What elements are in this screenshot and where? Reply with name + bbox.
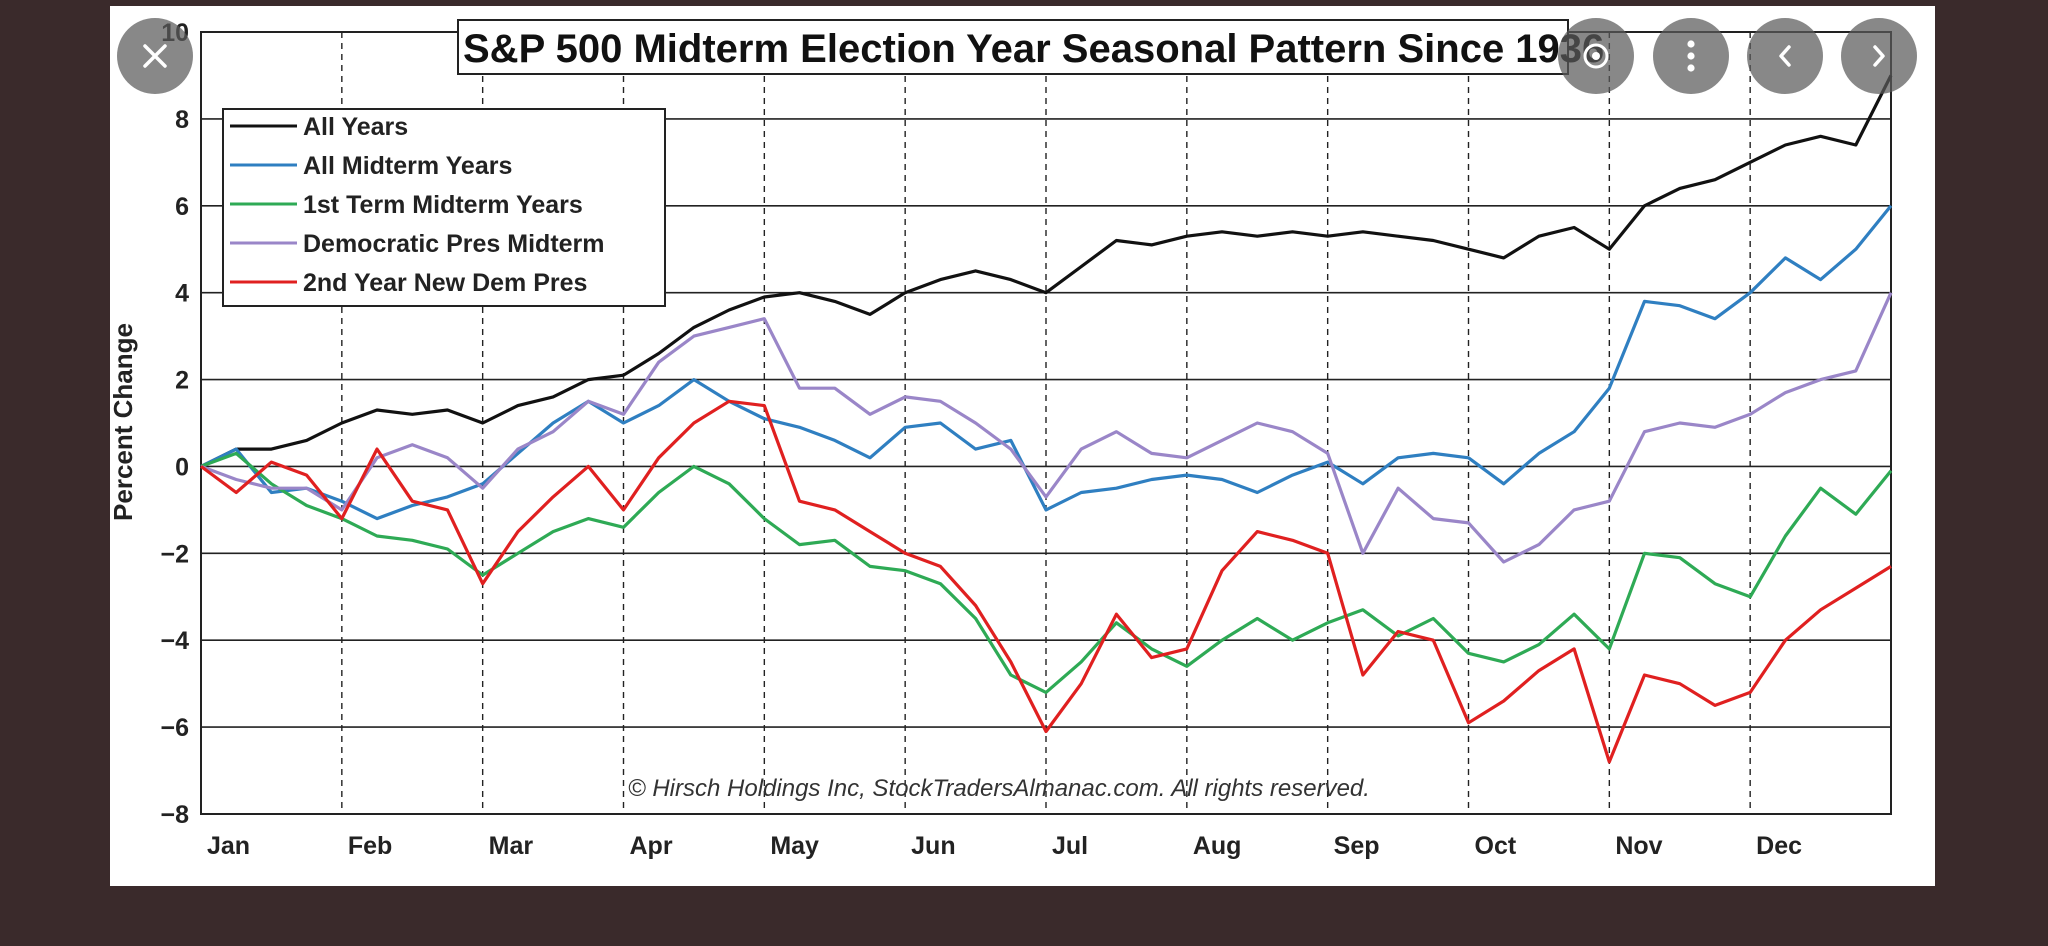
legend: All Years All Midterm Years 1st Term Midte… <box>222 108 666 307</box>
x-tick-label: Mar <box>489 832 534 860</box>
x-tick-label: Apr <box>630 832 673 860</box>
y-tick-label: −4 <box>160 627 189 655</box>
share-icon <box>1583 43 1609 69</box>
title-box <box>457 19 1569 75</box>
share-button[interactable] <box>1558 18 1634 94</box>
y-tick-label: 0 <box>175 453 189 481</box>
chevron-right-icon <box>1873 45 1885 67</box>
chart-title: S&P 500 Midterm Election Year Seasonal P… <box>463 27 1604 71</box>
y-tick-label: 2 <box>175 367 189 395</box>
x-tick-label: Dec <box>1756 832 1802 860</box>
x-tick-label: Sep <box>1334 832 1380 860</box>
y-tick-label: −8 <box>160 801 189 829</box>
x-tick-label: Feb <box>348 832 392 860</box>
next-image-button[interactable] <box>1841 18 1917 94</box>
x-tick-label: Nov <box>1615 832 1662 860</box>
x-tick-label: Jun <box>911 832 955 860</box>
y-tick-label: 4 <box>175 280 189 308</box>
y-tick-label: 8 <box>175 106 189 134</box>
series-line <box>200 451 1893 695</box>
x-tick-label: Jul <box>1052 832 1088 860</box>
x-tick-label: Oct <box>1475 832 1517 860</box>
series-line <box>200 204 1893 521</box>
series-line <box>200 74 1893 468</box>
chevron-left-icon <box>1779 45 1791 67</box>
x-tick-label: Aug <box>1193 832 1242 860</box>
legend-label: Democratic Pres Midterm <box>303 230 605 258</box>
chart: 1086420−2−4−6−8 JanFebMarAprMayJunJulAug… <box>110 19 1893 860</box>
legend-label: All Years <box>303 113 408 141</box>
x-tick-label: May <box>770 832 819 860</box>
image-panel: 1086420−2−4−6−8 JanFebMarAprMayJunJulAug… <box>110 6 1935 886</box>
legend-label: 2nd Year New Dem Pres <box>303 269 587 297</box>
close-icon <box>143 44 167 68</box>
y-tick-label: −2 <box>160 540 189 568</box>
close-button[interactable] <box>117 18 193 94</box>
y-tick-label: −6 <box>160 714 189 742</box>
legend-label: 1st Term Midterm Years <box>303 191 583 219</box>
previous-image-button[interactable] <box>1747 18 1823 94</box>
series-line <box>200 292 1893 564</box>
copyright-credit: © Hirsch Holdings Inc, StockTradersAlman… <box>628 775 1370 802</box>
x-tick-label: Jan <box>207 832 250 860</box>
y-tick-label: 6 <box>175 193 189 221</box>
more-options-button[interactable] <box>1653 18 1729 94</box>
more-vertical-icon <box>1687 40 1695 72</box>
series-line <box>200 399 1892 764</box>
legend-box <box>222 108 666 307</box>
y-axis-label: Percent Change <box>110 323 138 521</box>
legend-label: All Midterm Years <box>303 152 512 180</box>
